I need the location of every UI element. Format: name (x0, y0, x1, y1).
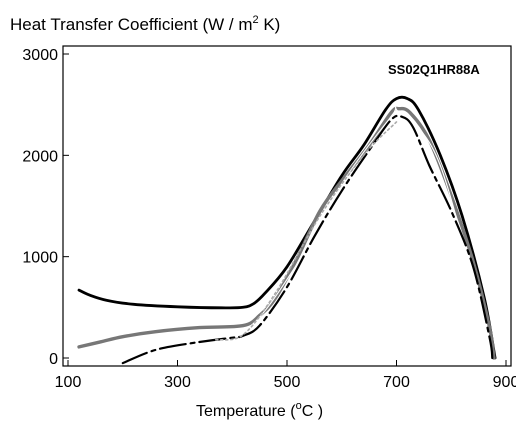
series-group (77, 95, 497, 365)
y-axis: 0 1000 2000 3000 (22, 47, 69, 368)
y-tick-label: 1000 (22, 250, 58, 267)
x-tick-label: 300 (164, 374, 191, 391)
series-line-4 (121, 114, 494, 365)
plot-frame (62, 45, 512, 367)
y-tick-label: 0 (49, 351, 58, 368)
chart-title: Heat Transfer Coefficient (W / m2 K) (10, 14, 280, 34)
series-line-1 (77, 95, 497, 360)
x-tick-label: 900 (493, 374, 516, 391)
y-tick-label: 2000 (22, 148, 58, 165)
sample-label: SS02Q1HR88A (388, 62, 480, 77)
x-axis: 100 300 500 700 900 (55, 360, 516, 391)
series-line-2 (77, 106, 496, 360)
x-axis-label: Temperature (oC ) (196, 400, 323, 420)
x-tick-label: 500 (274, 374, 301, 391)
series-line-3 (78, 106, 493, 359)
series-line-5 (215, 121, 398, 341)
x-tick-label: 700 (383, 374, 410, 391)
y-tick-label: 3000 (22, 47, 58, 64)
x-tick-label: 100 (55, 374, 82, 391)
